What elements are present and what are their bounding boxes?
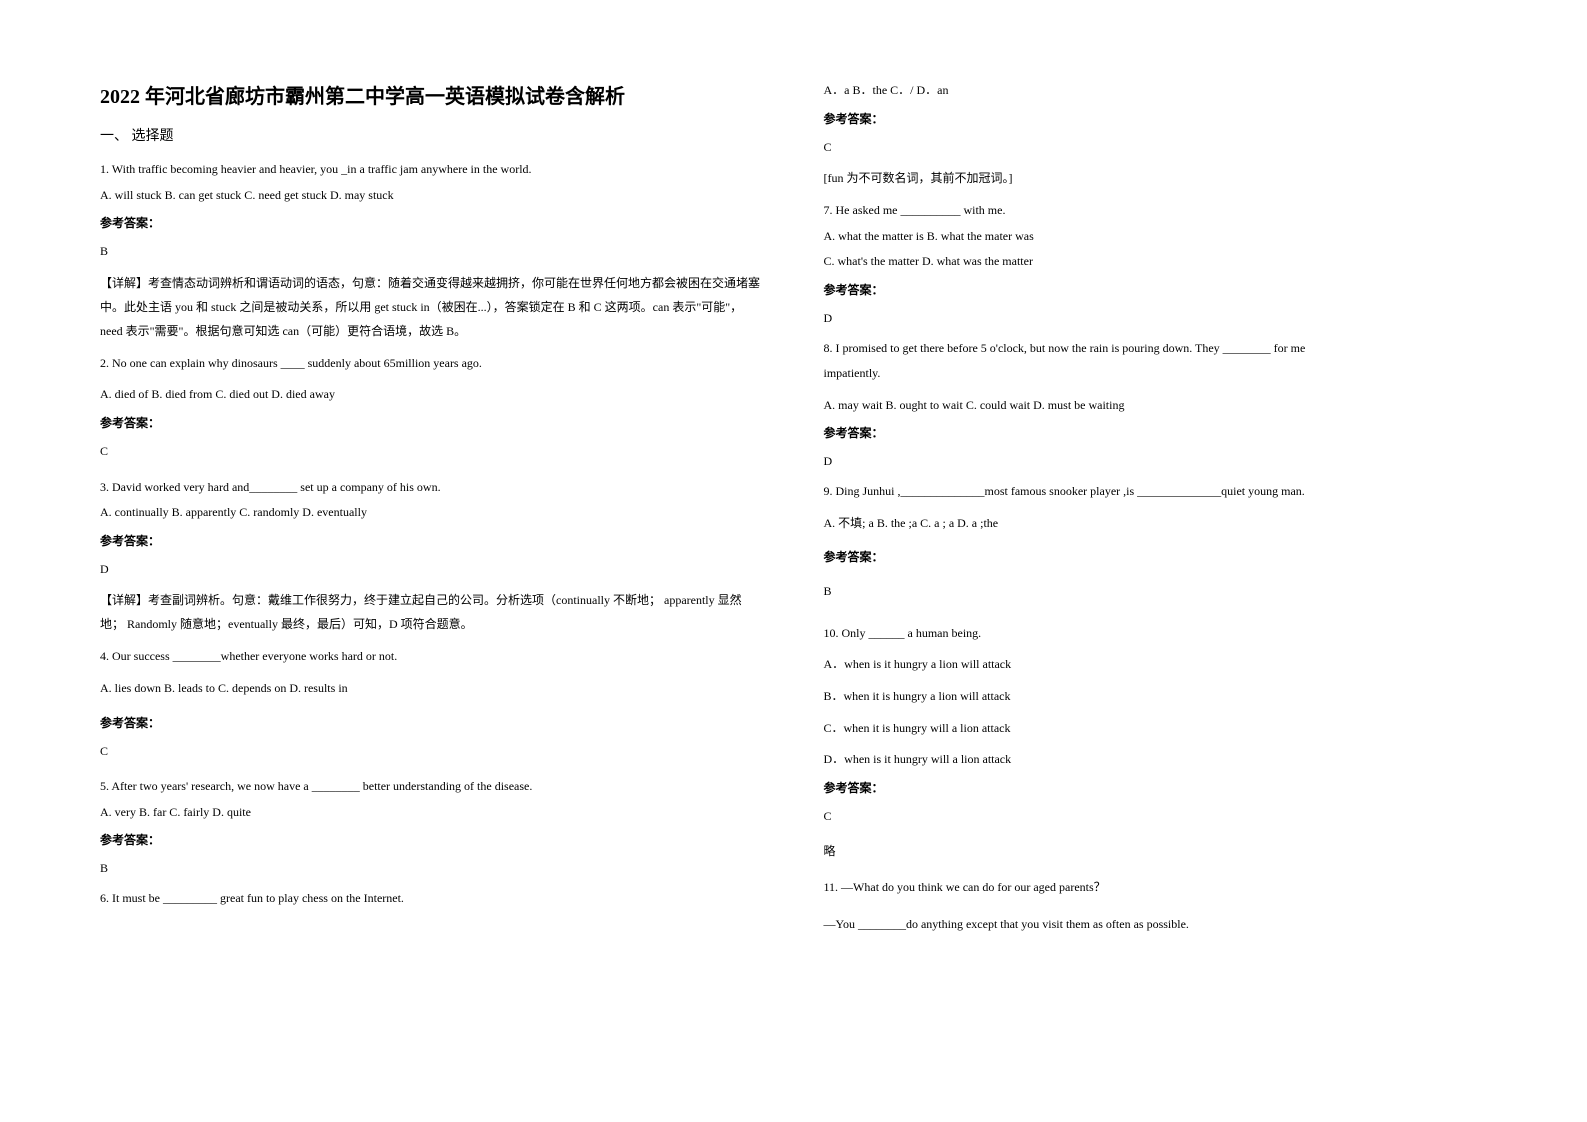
q8-text2: impatiently.: [824, 363, 1488, 385]
q10-opt-d: D．when is it hungry will a lion attack: [824, 749, 1488, 771]
q9-answer: B: [824, 581, 1488, 603]
q3-answer: D: [100, 559, 764, 581]
section-header: 一、 选择题: [100, 125, 764, 145]
q6-explanation: [fun 为不可数名词，其前不加冠词。]: [824, 166, 1488, 190]
q10-opt-c: C．when it is hungry will a lion attack: [824, 718, 1488, 740]
q5-options: A. very B. far C. fairly D. quite: [100, 802, 764, 824]
page-title: 2022 年河北省廊坊市霸州第二中学高一英语模拟试卷含解析: [100, 80, 764, 109]
q1-options: A. will stuck B. can get stuck C. need g…: [100, 185, 764, 207]
q6-options: A．a B．the C．/ D．an: [824, 80, 1488, 102]
q6-answer-label: 参考答案：: [824, 110, 1488, 127]
q10-answer-label: 参考答案：: [824, 779, 1488, 796]
q7-answer: D: [824, 308, 1488, 330]
q6-answer: C: [824, 137, 1488, 159]
q3-options: A. continually B. apparently C. randomly…: [100, 502, 764, 524]
q2-options: A. died of B. died from C. died out D. d…: [100, 384, 764, 406]
q9-answer-label: 参考答案：: [824, 548, 1488, 565]
q3-explanation: 【详解】考查副词辨析。句意：戴维工作很努力，终于建立起自己的公司。分析选项（co…: [100, 588, 764, 636]
q6-text: 6. It must be _________ great fun to pla…: [100, 888, 764, 910]
q7-answer-label: 参考答案：: [824, 281, 1488, 298]
q1-answer-label: 参考答案：: [100, 214, 764, 231]
q10-text: 10. Only ______ a human being.: [824, 623, 1488, 645]
q4-answer: C: [100, 741, 764, 763]
q8-answer: D: [824, 451, 1488, 473]
q3-answer-label: 参考答案：: [100, 532, 764, 549]
right-column: A．a B．the C．/ D．an 参考答案： C [fun 为不可数名词，其…: [824, 80, 1488, 1042]
q7-options-b: C. what's the matter D. what was the mat…: [824, 251, 1488, 273]
q3-text: 3. David worked very hard and________ se…: [100, 477, 764, 499]
q7-options-a: A. what the matter is B. what the mater …: [824, 226, 1488, 248]
q10-answer: C: [824, 806, 1488, 828]
q10-opt-a: A．when is it hungry a lion will attack: [824, 654, 1488, 676]
q11-text2: —You ________do anything except that you…: [824, 914, 1488, 936]
q5-answer: B: [100, 858, 764, 880]
q4-text: 4. Our success ________whether everyone …: [100, 646, 764, 668]
q8-options: A. may wait B. ought to wait C. could wa…: [824, 395, 1488, 417]
q10-note: 略: [824, 841, 1488, 863]
q7-text: 7. He asked me __________ with me.: [824, 200, 1488, 222]
q1-answer: B: [100, 241, 764, 263]
q2-text: 2. No one can explain why dinosaurs ____…: [100, 353, 764, 375]
q5-text: 5. After two years' research, we now hav…: [100, 776, 764, 798]
q1-text: 1. With traffic becoming heavier and hea…: [100, 159, 764, 181]
q2-answer-label: 参考答案：: [100, 414, 764, 431]
left-column: 2022 年河北省廊坊市霸州第二中学高一英语模拟试卷含解析 一、 选择题 1. …: [100, 80, 764, 1042]
q8-text1: 8. I promised to get there before 5 o'cl…: [824, 338, 1488, 360]
q2-answer: C: [100, 441, 764, 463]
q1-explanation: 【详解】考查情态动词辨析和谓语动词的语态，句意：随着交通变得越来越拥挤，你可能在…: [100, 271, 764, 343]
q10-opt-b: B．when it is hungry a lion will attack: [824, 686, 1488, 708]
q9-options: A. 不填; a B. the ;a C. a ; a D. a ;the: [824, 513, 1488, 535]
q4-answer-label: 参考答案：: [100, 714, 764, 731]
q11-text1: 11. —What do you think we can do for our…: [824, 877, 1488, 899]
q5-answer-label: 参考答案：: [100, 831, 764, 848]
q4-options: A. lies down B. leads to C. depends on D…: [100, 678, 764, 700]
q9-text: 9. Ding Junhui ,______________most famou…: [824, 481, 1488, 503]
q8-answer-label: 参考答案：: [824, 424, 1488, 441]
